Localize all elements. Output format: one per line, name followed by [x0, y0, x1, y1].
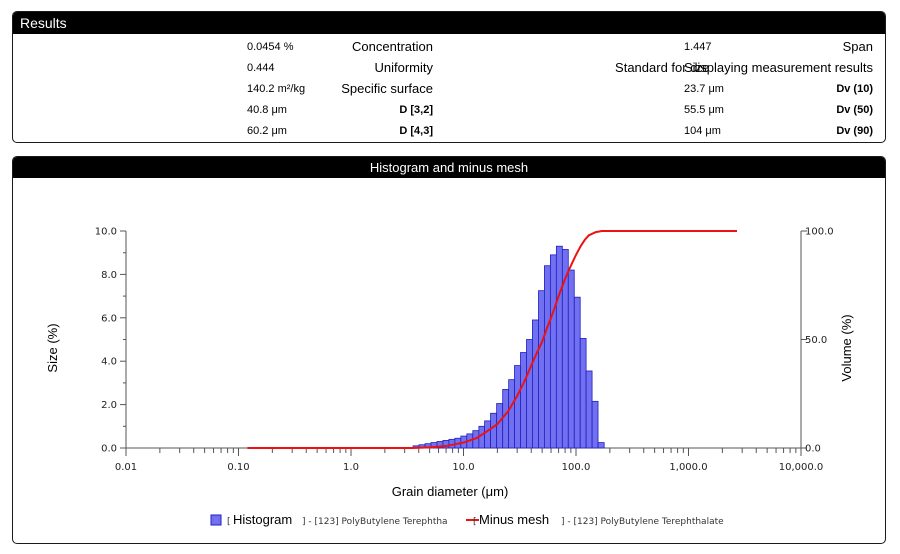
y2-tick-label: 0.0 [805, 444, 821, 455]
d43-label: D [4,3] [399, 125, 433, 137]
result-row-d32: D [3,2] 40.8 μm [13, 100, 433, 120]
histogram-bar [597, 442, 605, 449]
x-axis-title: Grain diameter (μm) [392, 484, 509, 499]
y-axis-title: Size (%) [45, 323, 60, 372]
result-row-dv50: Dv (50) 55.5 μm [13, 100, 873, 120]
d32-label: D [3,2] [399, 104, 433, 116]
result-row-uniformity: Uniformity 0.444 [13, 58, 433, 78]
span-value: 1.447 [684, 41, 712, 53]
y-tick-label: 2.0 [101, 400, 117, 411]
dv10-value: 23.7 μm [684, 83, 724, 95]
histogram-bar [538, 290, 545, 449]
y2-axis-title: Volume (%) [839, 314, 854, 381]
x-tick-label: 1.0 [343, 462, 359, 473]
minus-mesh-curve [247, 230, 738, 449]
concentration-value: 0.0454 % [247, 41, 294, 53]
histogram-bar [490, 412, 498, 449]
y-tick-label: 8.0 [101, 270, 117, 281]
legend-minus-mesh-name: Minus mesh [479, 512, 549, 527]
legend-histogram-detail: ] - [123] PolyButylene Terephtha [302, 517, 448, 527]
x-tick-label: 1,000.0 [669, 462, 707, 473]
histogram-bars [412, 245, 605, 449]
results-title: Results [13, 12, 885, 34]
histogram-bar [573, 296, 581, 449]
histogram-bar [579, 338, 587, 449]
y-tick-label: 4.0 [101, 357, 117, 368]
standard-label: Standard for displaying measurement resu… [615, 60, 873, 75]
legend-histogram-name: Histogram [233, 512, 292, 527]
legend-minus-mesh-detail: ] - [123] PolyButylene Terephthalate [561, 517, 724, 527]
y-tick-label: 6.0 [101, 313, 117, 324]
histogram-bar [585, 370, 593, 449]
histogram-panel: Histogram and minus mesh 0.01 0.10 1.0 10.0… [12, 156, 886, 544]
dv50-label: Dv (50) [836, 104, 873, 116]
legend-histogram-bracket: [ [227, 517, 231, 527]
results-panel: Results Concentration 0.0454 % Uniformit… [12, 11, 886, 143]
x-tick-label: 0.10 [227, 462, 249, 473]
x-tick-label: 10.0 [452, 462, 474, 473]
result-row-dv90: Dv (90) 104 μm [13, 121, 873, 141]
histogram-bar [526, 339, 533, 449]
legend: [ Histogram ] - [123] PolyButylene Terep… [210, 512, 724, 527]
specific-surface-label: Specific surface [341, 81, 433, 96]
tick-labels: 0.01 0.10 1.0 10.0 100.0 1,000.0 10,000.0 0.0 2.… [95, 227, 834, 474]
dv90-label: Dv (90) [836, 125, 873, 137]
dv50-value: 55.5 μm [684, 104, 724, 116]
histogram-bar [508, 379, 515, 449]
d43-value: 60.2 μm [247, 125, 287, 137]
histogram-bar [532, 319, 539, 449]
legend-histogram-swatch [210, 514, 222, 526]
histogram-bar [502, 389, 510, 449]
specific-surface-value: 140.2 m²/kg [247, 83, 306, 95]
uniformity-value: 0.444 [247, 62, 275, 74]
result-row-concentration: Concentration 0.0454 % [13, 37, 433, 57]
result-row-d43: D [4,3] 60.2 μm [13, 121, 433, 141]
uniformity-label: Uniformity [374, 60, 433, 75]
histogram-bar [520, 352, 527, 449]
x-tick-label: 0.01 [115, 462, 137, 473]
x-tick-label: 100.0 [562, 462, 591, 473]
histogram-chart: 0.01 0.10 1.0 10.0 100.0 1,000.0 10,000.0 0.0 2.… [45, 227, 854, 528]
y2-tick-label: 100.0 [805, 227, 834, 238]
dv10-label: Dv (10) [836, 83, 873, 95]
minus-mesh-layer [247, 230, 738, 449]
d32-value: 40.8 μm [247, 104, 287, 116]
legend-minus-mesh-bracket: [ [473, 517, 477, 527]
result-row-specific-surface: Specific surface 140.2 m²/kg [13, 79, 433, 99]
histogram-bar [544, 265, 551, 449]
result-row-dv10: Dv (10) 23.7 μm [13, 79, 873, 99]
result-row-standard: Standard for displaying measurement resu… [13, 58, 873, 78]
x-tick-label: 10,000.0 [779, 462, 824, 473]
y-tick-label: 0.0 [101, 444, 117, 455]
histogram-panel-title: Histogram and minus mesh [13, 157, 885, 178]
span-label: Span [842, 39, 873, 54]
result-row-span: Span 1.447 [13, 37, 873, 57]
histogram-bar [514, 365, 521, 449]
axes-layer [120, 230, 807, 456]
concentration-label: Concentration [352, 39, 433, 54]
histogram-bar [549, 254, 557, 449]
dv90-value: 104 μm [684, 125, 721, 137]
y2-tick-label: 50.0 [805, 335, 827, 346]
histogram-bar [555, 245, 563, 449]
histogram-bar [484, 420, 491, 449]
standard-value: Size [684, 60, 710, 75]
histogram-bar [567, 269, 575, 449]
histogram-bar [591, 400, 599, 449]
histogram-bar [496, 403, 504, 449]
y-tick-label: 10.0 [95, 227, 117, 238]
